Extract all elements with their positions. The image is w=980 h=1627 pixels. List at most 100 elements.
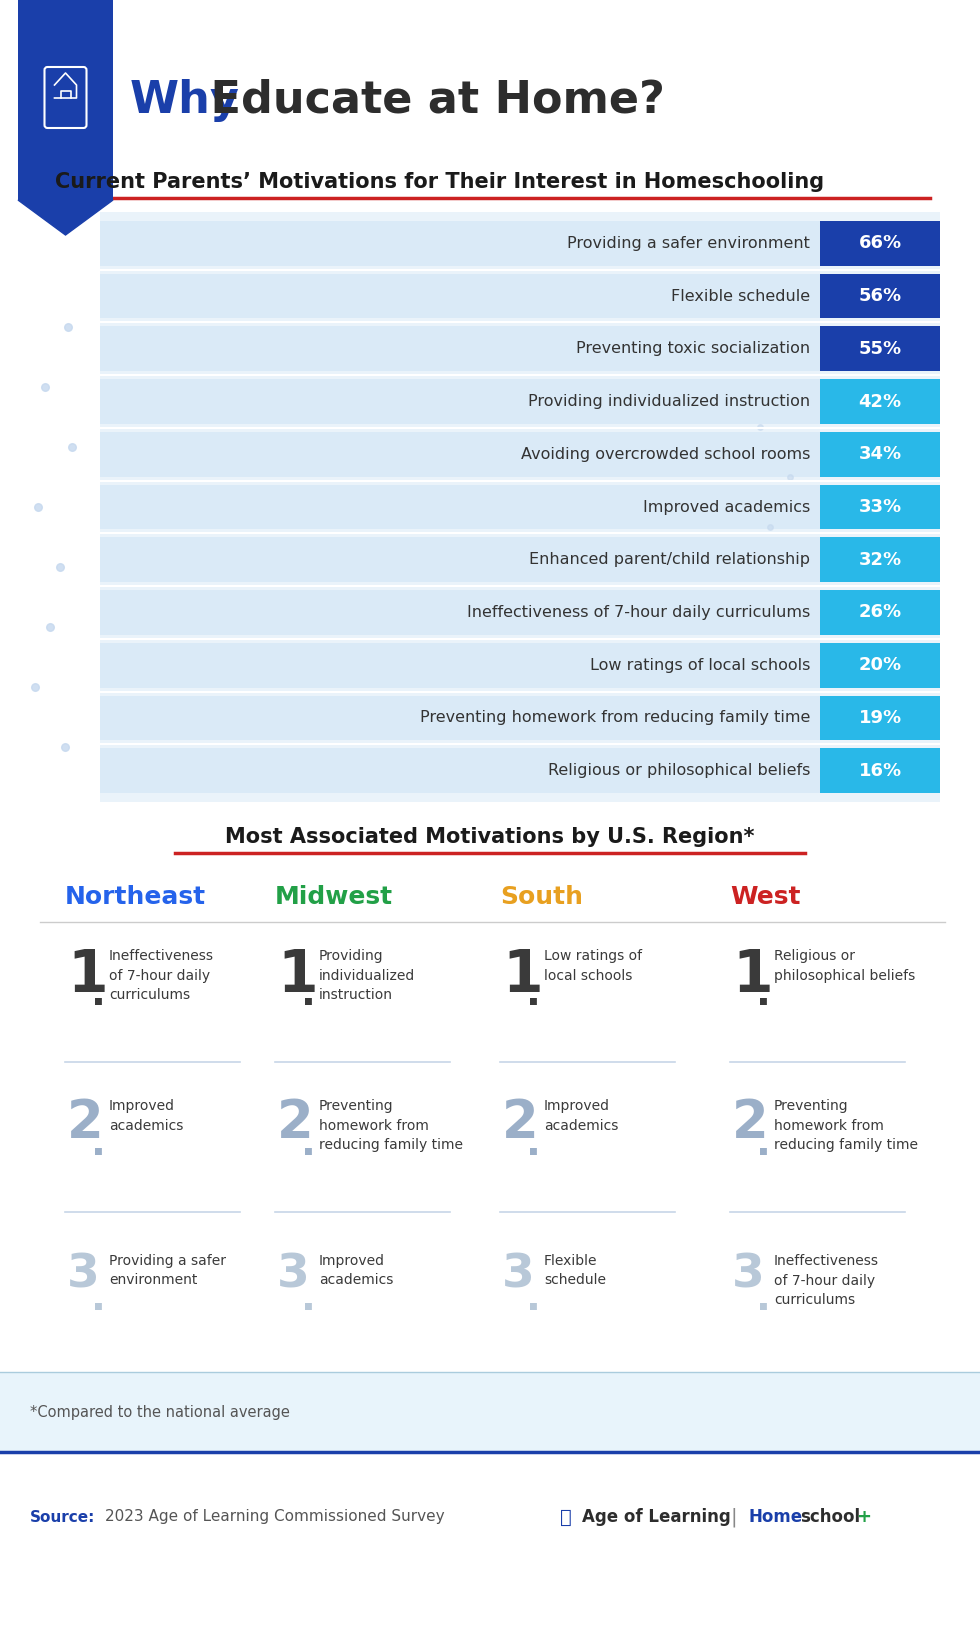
Text: .: .	[301, 975, 316, 1014]
Text: school: school	[800, 1508, 860, 1526]
Text: +: +	[856, 1508, 871, 1526]
Text: 55%: 55%	[858, 340, 902, 358]
Bar	[820, 537, 940, 582]
Bar	[100, 273, 940, 319]
Text: 16%: 16%	[858, 761, 902, 779]
Text: Improved
academics: Improved academics	[544, 1098, 618, 1132]
Text: 42%: 42%	[858, 392, 902, 410]
Text: 3: 3	[67, 1253, 100, 1297]
Bar	[100, 748, 940, 792]
Bar	[820, 485, 940, 529]
Bar	[0, 1372, 980, 1451]
Text: Current Parents’ Motivations for Their Interest in Homeschooling: Current Parents’ Motivations for Their I…	[55, 172, 824, 192]
Text: Improved
academics: Improved academics	[109, 1098, 183, 1132]
Bar	[820, 591, 940, 635]
Bar	[820, 327, 940, 371]
Text: Preventing
homework from
reducing family time: Preventing homework from reducing family…	[774, 1098, 918, 1152]
Bar	[820, 696, 940, 740]
Text: West: West	[730, 885, 801, 909]
Text: .: .	[756, 1124, 771, 1163]
Text: .: .	[526, 975, 541, 1014]
Bar	[820, 643, 940, 688]
Text: 19%: 19%	[858, 709, 902, 727]
Text: Ineffectiveness of 7-hour daily curriculums: Ineffectiveness of 7-hour daily curricul…	[466, 605, 810, 620]
Bar	[18, 0, 113, 200]
Text: Source:: Source:	[30, 1510, 95, 1524]
Bar	[100, 643, 940, 688]
Bar	[100, 591, 940, 635]
Text: .: .	[301, 1124, 316, 1163]
Text: Flexible schedule: Flexible schedule	[671, 288, 810, 304]
Text: 1: 1	[502, 947, 543, 1004]
Text: 1: 1	[732, 947, 772, 1004]
Text: Providing individualized instruction: Providing individualized instruction	[528, 394, 810, 408]
Text: 2: 2	[732, 1097, 768, 1149]
Text: Ineffectiveness
of 7-hour daily
curriculums: Ineffectiveness of 7-hour daily curricul…	[774, 1254, 879, 1306]
Text: Ineffectiveness
of 7-hour daily
curriculums: Ineffectiveness of 7-hour daily curricul…	[109, 949, 214, 1002]
Text: .: .	[526, 1280, 541, 1318]
Text: Improved
academics: Improved academics	[319, 1254, 393, 1287]
Text: Preventing toxic socialization: Preventing toxic socialization	[576, 342, 810, 356]
Text: .: .	[301, 1280, 316, 1318]
Text: 2023 Age of Learning Commissioned Survey: 2023 Age of Learning Commissioned Survey	[105, 1510, 445, 1524]
Text: .: .	[526, 1124, 541, 1163]
Text: .: .	[91, 975, 106, 1014]
Text: 66%: 66%	[858, 234, 902, 252]
Text: Educate at Home?: Educate at Home?	[195, 78, 664, 122]
Text: |: |	[730, 1507, 737, 1526]
Text: South: South	[500, 885, 583, 909]
Text: ⎓: ⎓	[560, 1508, 571, 1526]
Text: 20%: 20%	[858, 656, 902, 674]
Text: Religious or
philosophical beliefs: Religious or philosophical beliefs	[774, 949, 915, 983]
Text: Preventing
homework from
reducing family time: Preventing homework from reducing family…	[319, 1098, 463, 1152]
Text: Avoiding overcrowded school rooms: Avoiding overcrowded school rooms	[520, 447, 810, 462]
Bar	[820, 431, 940, 477]
Bar	[100, 696, 940, 740]
Text: .: .	[756, 1280, 771, 1318]
Text: Low ratings of local schools: Low ratings of local schools	[590, 657, 810, 672]
Text: Providing
individualized
instruction: Providing individualized instruction	[319, 949, 416, 1002]
Text: 2: 2	[502, 1097, 539, 1149]
Text: .: .	[91, 1280, 106, 1318]
Text: 1: 1	[67, 947, 108, 1004]
Text: 56%: 56%	[858, 286, 902, 306]
Text: Religious or philosophical beliefs: Religious or philosophical beliefs	[548, 763, 810, 778]
Bar	[100, 485, 940, 529]
Text: Midwest: Midwest	[275, 885, 393, 909]
Text: *Compared to the national average: *Compared to the national average	[30, 1404, 290, 1419]
Text: 3: 3	[732, 1253, 764, 1297]
Text: 34%: 34%	[858, 446, 902, 464]
Bar	[820, 273, 940, 319]
Text: Providing a safer environment: Providing a safer environment	[567, 236, 810, 251]
Text: Low ratings of
local schools: Low ratings of local schools	[544, 949, 642, 983]
Text: Why: Why	[130, 78, 240, 122]
Text: Enhanced parent/child relationship: Enhanced parent/child relationship	[529, 552, 810, 568]
Text: 1: 1	[277, 947, 318, 1004]
Bar	[100, 221, 940, 265]
Bar	[100, 212, 940, 802]
Bar	[100, 327, 940, 371]
Bar	[100, 537, 940, 582]
Bar	[100, 379, 940, 425]
Text: .: .	[91, 1124, 106, 1163]
Text: Preventing homework from reducing family time: Preventing homework from reducing family…	[419, 711, 810, 726]
Text: Improved academics: Improved academics	[643, 499, 810, 514]
Text: Home: Home	[748, 1508, 802, 1526]
Bar	[100, 431, 940, 477]
Text: 2: 2	[277, 1097, 314, 1149]
Text: 32%: 32%	[858, 550, 902, 569]
Polygon shape	[18, 200, 113, 234]
Bar	[820, 748, 940, 792]
Bar	[820, 221, 940, 265]
Text: 26%: 26%	[858, 604, 902, 622]
Text: 33%: 33%	[858, 498, 902, 516]
Text: 2: 2	[67, 1097, 104, 1149]
Text: Age of Learning: Age of Learning	[582, 1508, 731, 1526]
Text: Providing a safer
environment: Providing a safer environment	[109, 1254, 226, 1287]
Text: 3: 3	[277, 1253, 310, 1297]
Text: Most Associated Motivations by U.S. Region*: Most Associated Motivations by U.S. Regi…	[225, 827, 755, 848]
Text: 3: 3	[502, 1253, 535, 1297]
Text: .: .	[756, 975, 771, 1014]
Text: Northeast: Northeast	[65, 885, 206, 909]
Text: Flexible
schedule: Flexible schedule	[544, 1254, 606, 1287]
